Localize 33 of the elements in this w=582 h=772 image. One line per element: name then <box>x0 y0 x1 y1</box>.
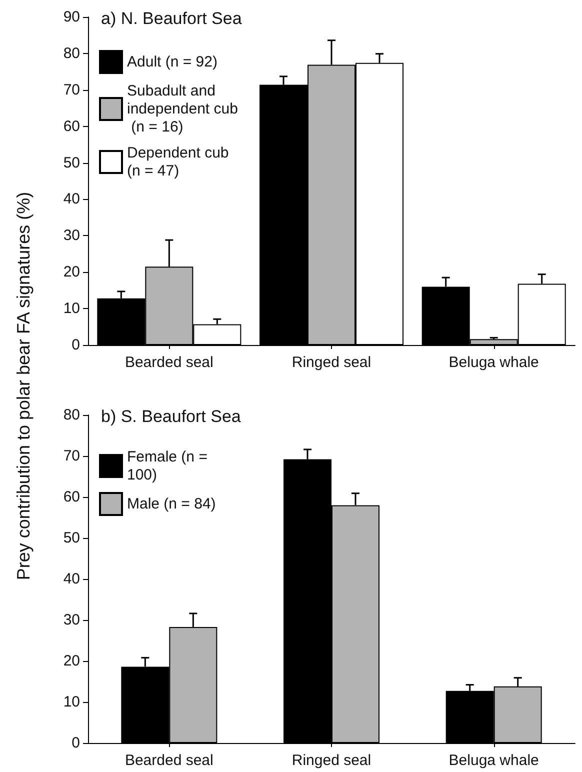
x-tick-label: Ringed seal <box>292 752 372 769</box>
x-tick-label: Bearded seal <box>124 354 214 371</box>
x-tick-label: Beluga whale <box>448 752 539 769</box>
y-tick-label: 60 <box>63 488 80 506</box>
y-tick-label: 60 <box>63 118 80 135</box>
y-tick-label: 20 <box>63 264 80 281</box>
chart-title: a) N. Beaufort Sea <box>101 9 242 28</box>
legend-label: Female (n = 100) <box>127 448 212 484</box>
y-tick-label: 30 <box>63 612 80 628</box>
y-tick-label: 0 <box>72 734 80 752</box>
y-tick-label: 40 <box>63 570 80 588</box>
y-tick-label: 90 <box>63 8 80 26</box>
y-tick-label: 10 <box>63 694 80 710</box>
y-tick-label: 30 <box>63 227 80 244</box>
y-tick-label: 40 <box>63 190 80 208</box>
y-tick-label: 70 <box>63 448 80 464</box>
x-tick-label: Ringed seal <box>292 354 372 371</box>
y-tick-label: 80 <box>63 44 80 62</box>
y-tick-label: 10 <box>63 300 80 318</box>
legend-label: Dependent cub (n = 47) <box>127 144 233 180</box>
y-tick-label: 50 <box>63 154 80 172</box>
chart-title: b) S. Beaufort Sea <box>101 407 242 426</box>
legend-label: Subadult and independent cub (n = 16) <box>127 82 238 136</box>
legend-label: Adult (n = 92) <box>127 54 218 70</box>
legend-label: Male (n = 84) <box>127 496 216 512</box>
y-tick-label: 70 <box>63 81 80 98</box>
y-axis-title: Prey contribution to polar bear FA signatures (%) <box>14 192 34 580</box>
y-tick-label: 50 <box>63 530 80 546</box>
x-tick-label: Beluga whale <box>448 354 539 371</box>
x-tick-label: Bearded seal <box>124 752 214 769</box>
y-tick-label: 80 <box>63 406 80 424</box>
y-tick-label: 0 <box>72 336 80 354</box>
y-tick-label: 20 <box>63 652 80 670</box>
